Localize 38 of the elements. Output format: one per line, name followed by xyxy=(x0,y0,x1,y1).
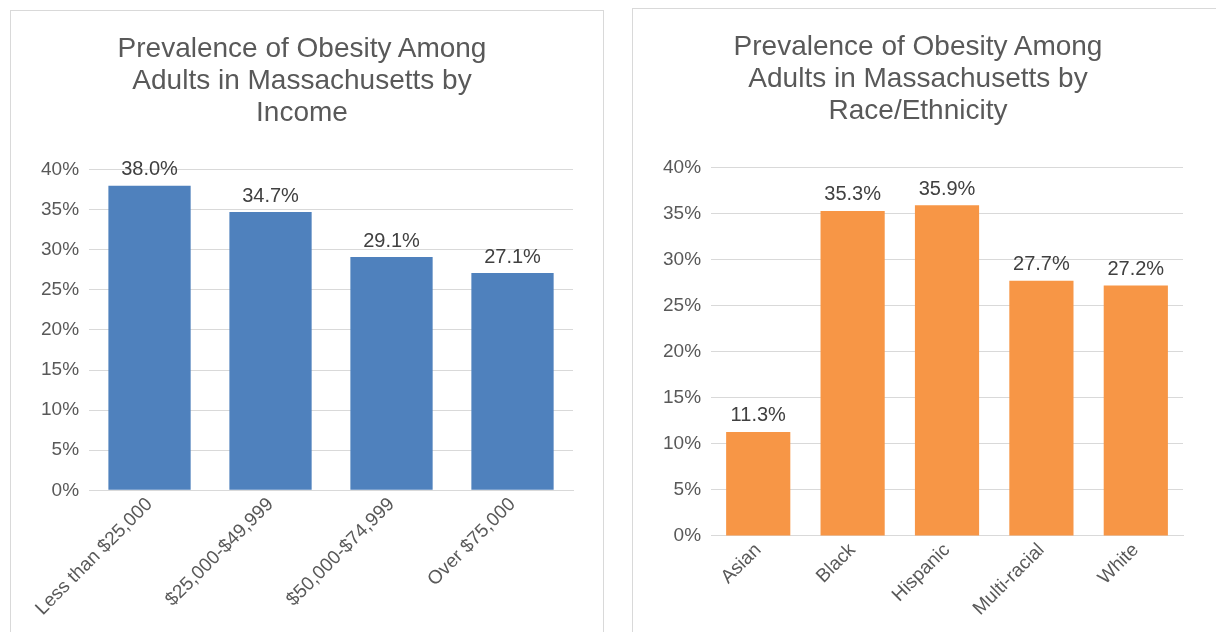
y-tick-label: 25% xyxy=(663,293,702,315)
y-tick-label: 25% xyxy=(41,278,80,300)
y-tick-label: 0% xyxy=(673,524,702,546)
bar xyxy=(471,273,554,490)
chart-title: Prevalence of Obesity Among Adults in Massachusetts by Race/Ethnicity xyxy=(733,29,1103,126)
bar xyxy=(350,257,433,490)
y-tick-label: 5% xyxy=(673,478,702,500)
bar xyxy=(914,205,980,536)
bar xyxy=(229,212,312,490)
chart-title: Prevalence of Obesity Among Adults in Massachusetts by Income xyxy=(117,31,487,128)
y-tick-label: 40% xyxy=(41,157,80,179)
bar xyxy=(108,185,191,490)
y-tick-label: 40% xyxy=(663,155,702,177)
bar xyxy=(1009,280,1074,536)
data-label: 27.1% xyxy=(484,244,542,267)
bar xyxy=(726,431,791,536)
data-label: 11.3% xyxy=(730,403,787,426)
y-tick-label: 20% xyxy=(41,318,80,340)
y-tick-label: 0% xyxy=(51,478,80,500)
data-label: 35.9% xyxy=(918,176,976,199)
y-tick-label: 10% xyxy=(41,398,80,420)
y-tick-label: 20% xyxy=(663,340,702,361)
bar xyxy=(820,210,885,536)
y-tick-label: 5% xyxy=(51,438,80,460)
bar xyxy=(1103,285,1168,536)
y-tick-label: 15% xyxy=(41,358,80,380)
y-tick-label: 10% xyxy=(663,432,702,454)
y-tick-label: 35% xyxy=(663,201,702,223)
data-label: 34.7% xyxy=(242,183,300,206)
data-label: 38.0% xyxy=(121,157,179,180)
y-tick-label: 35% xyxy=(41,197,80,219)
data-label: 27.2% xyxy=(1107,256,1165,279)
data-label: 35.3% xyxy=(824,182,882,205)
data-label: 27.7% xyxy=(1013,252,1070,275)
data-label: 29.1% xyxy=(363,228,421,251)
y-tick-label: 15% xyxy=(663,386,702,408)
y-tick-label: 30% xyxy=(41,238,80,260)
y-tick-label: 30% xyxy=(663,247,702,269)
